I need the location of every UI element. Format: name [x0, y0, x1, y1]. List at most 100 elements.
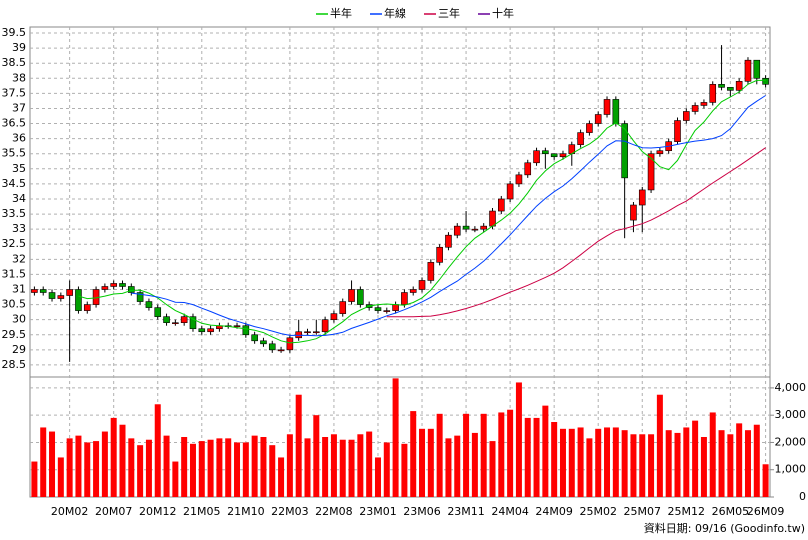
candle-body: [172, 322, 179, 324]
x-tick-label: 23M11: [447, 505, 485, 518]
y2-tick-label: 3,000: [775, 408, 807, 421]
x-tick-label: 25M12: [668, 505, 706, 518]
candle-body: [145, 301, 153, 308]
candle-body: [462, 225, 470, 230]
volume-bar: [471, 432, 478, 497]
candle-body: [189, 316, 197, 330]
volume-bar: [374, 457, 381, 497]
volume-bar: [480, 413, 487, 497]
volume-bar: [339, 439, 346, 497]
volume-bar: [489, 441, 496, 497]
volume-bar: [137, 445, 144, 497]
candle-body: [753, 59, 761, 79]
y-tick-label: 36.5: [2, 117, 27, 130]
volume-bar: [419, 428, 426, 497]
y2-tick-label: 4,000: [775, 381, 807, 394]
candle-body: [110, 283, 117, 287]
candle-body: [656, 150, 664, 155]
candle-body: [647, 153, 655, 191]
volume-bar: [665, 430, 672, 497]
y-tick-label: 29: [12, 343, 26, 356]
candle-body: [577, 132, 584, 145]
candle-body: [136, 292, 144, 302]
volume-bar: [84, 442, 91, 497]
volume-bar: [604, 427, 611, 497]
volume-bar: [198, 441, 205, 497]
volume-bar: [709, 412, 716, 497]
volume-bar: [154, 404, 161, 497]
volume-bar: [533, 417, 540, 497]
x-tick-label: 21M10: [227, 505, 265, 518]
candle-body: [550, 153, 558, 158]
candle-body: [612, 99, 620, 124]
volume-bar: [172, 461, 179, 497]
x-tick-label: 25M07: [624, 505, 662, 518]
volume-bar: [251, 435, 258, 497]
candle-body: [401, 292, 408, 305]
volume-bar: [656, 394, 663, 497]
y-tick-label: 34.5: [2, 177, 27, 190]
volume-bar: [700, 437, 707, 497]
volume-bar: [630, 434, 637, 497]
y-tick-label: 37.5: [2, 86, 27, 99]
candle-body: [295, 331, 302, 339]
volume-bar: [189, 443, 196, 497]
candle-body: [57, 295, 65, 299]
x-tick-label: 22M08: [315, 505, 353, 518]
ma-line: [386, 147, 766, 318]
volume-bar: [348, 439, 355, 497]
volume-bar: [225, 438, 232, 497]
candle-body: [709, 84, 717, 103]
volume-bar: [392, 378, 399, 497]
y-tick-label: 31: [12, 283, 26, 296]
volume-bar: [762, 464, 769, 497]
volume-bar: [31, 461, 38, 497]
volume-bar: [753, 424, 760, 497]
y-tick-label: 39.5: [2, 26, 27, 39]
candle-body: [603, 99, 611, 115]
candle-body: [506, 183, 514, 200]
candle-body: [735, 81, 743, 91]
x-tick-label: 22M03: [271, 505, 309, 518]
volume-bar: [75, 435, 82, 497]
y-tick-label: 39: [12, 41, 26, 54]
candle-body: [31, 289, 38, 293]
volume-bar: [234, 442, 241, 497]
y-tick-label: 31.5: [2, 267, 27, 280]
volume-bar: [401, 443, 408, 497]
volume-bar: [101, 431, 108, 497]
volume-bar: [744, 430, 751, 497]
candle-body: [683, 111, 690, 121]
volume-bar: [322, 437, 329, 497]
ma-line: [78, 79, 766, 344]
volume-bar: [674, 432, 681, 497]
candle-body: [119, 283, 126, 287]
volume-bar: [524, 417, 531, 497]
candle-body: [559, 153, 567, 158]
plot-frame: [29, 26, 771, 498]
volume-bar: [551, 422, 558, 497]
volume-bar: [304, 438, 311, 497]
x-tick-label: 21M05: [183, 505, 221, 518]
candle-body: [445, 234, 452, 248]
volume-bar: [577, 427, 584, 497]
volume-bar: [278, 457, 285, 497]
source-note: 資料日期: 09/16 (Goodinfo.tw): [644, 521, 805, 535]
volume-bar: [507, 409, 514, 497]
x-tick-label: 25M02: [579, 505, 617, 518]
y-tick-label: 28.5: [2, 358, 27, 371]
candle-body: [718, 84, 725, 88]
y-tick-label: 36: [12, 132, 26, 145]
x-tick-label: 23M01: [359, 505, 397, 518]
volume-bar: [330, 434, 337, 497]
candle-body: [383, 310, 391, 312]
candle-body: [75, 289, 82, 311]
volume-bar: [313, 415, 320, 497]
x-tick-label: 20M02: [51, 505, 89, 518]
y-tick-label: 32.5: [2, 237, 27, 250]
candle-body: [339, 301, 347, 314]
y-tick-label: 37: [12, 101, 26, 114]
candle-body: [66, 289, 73, 296]
candle-body: [453, 225, 461, 236]
